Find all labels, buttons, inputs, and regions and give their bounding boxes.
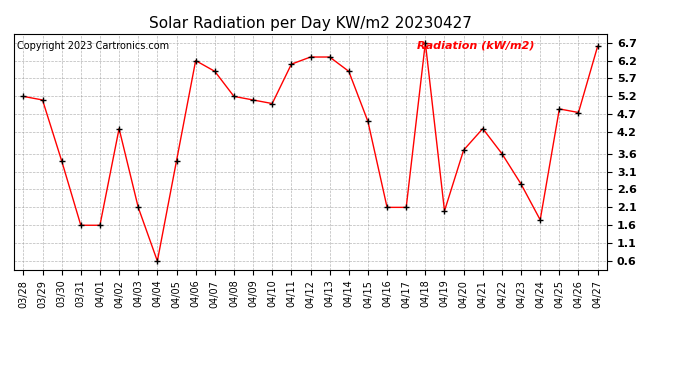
Title: Solar Radiation per Day KW/m2 20230427: Solar Radiation per Day KW/m2 20230427 [149, 16, 472, 31]
Text: Copyright 2023 Cartronics.com: Copyright 2023 Cartronics.com [17, 41, 169, 51]
Text: Radiation (kW/m2): Radiation (kW/m2) [417, 41, 535, 51]
